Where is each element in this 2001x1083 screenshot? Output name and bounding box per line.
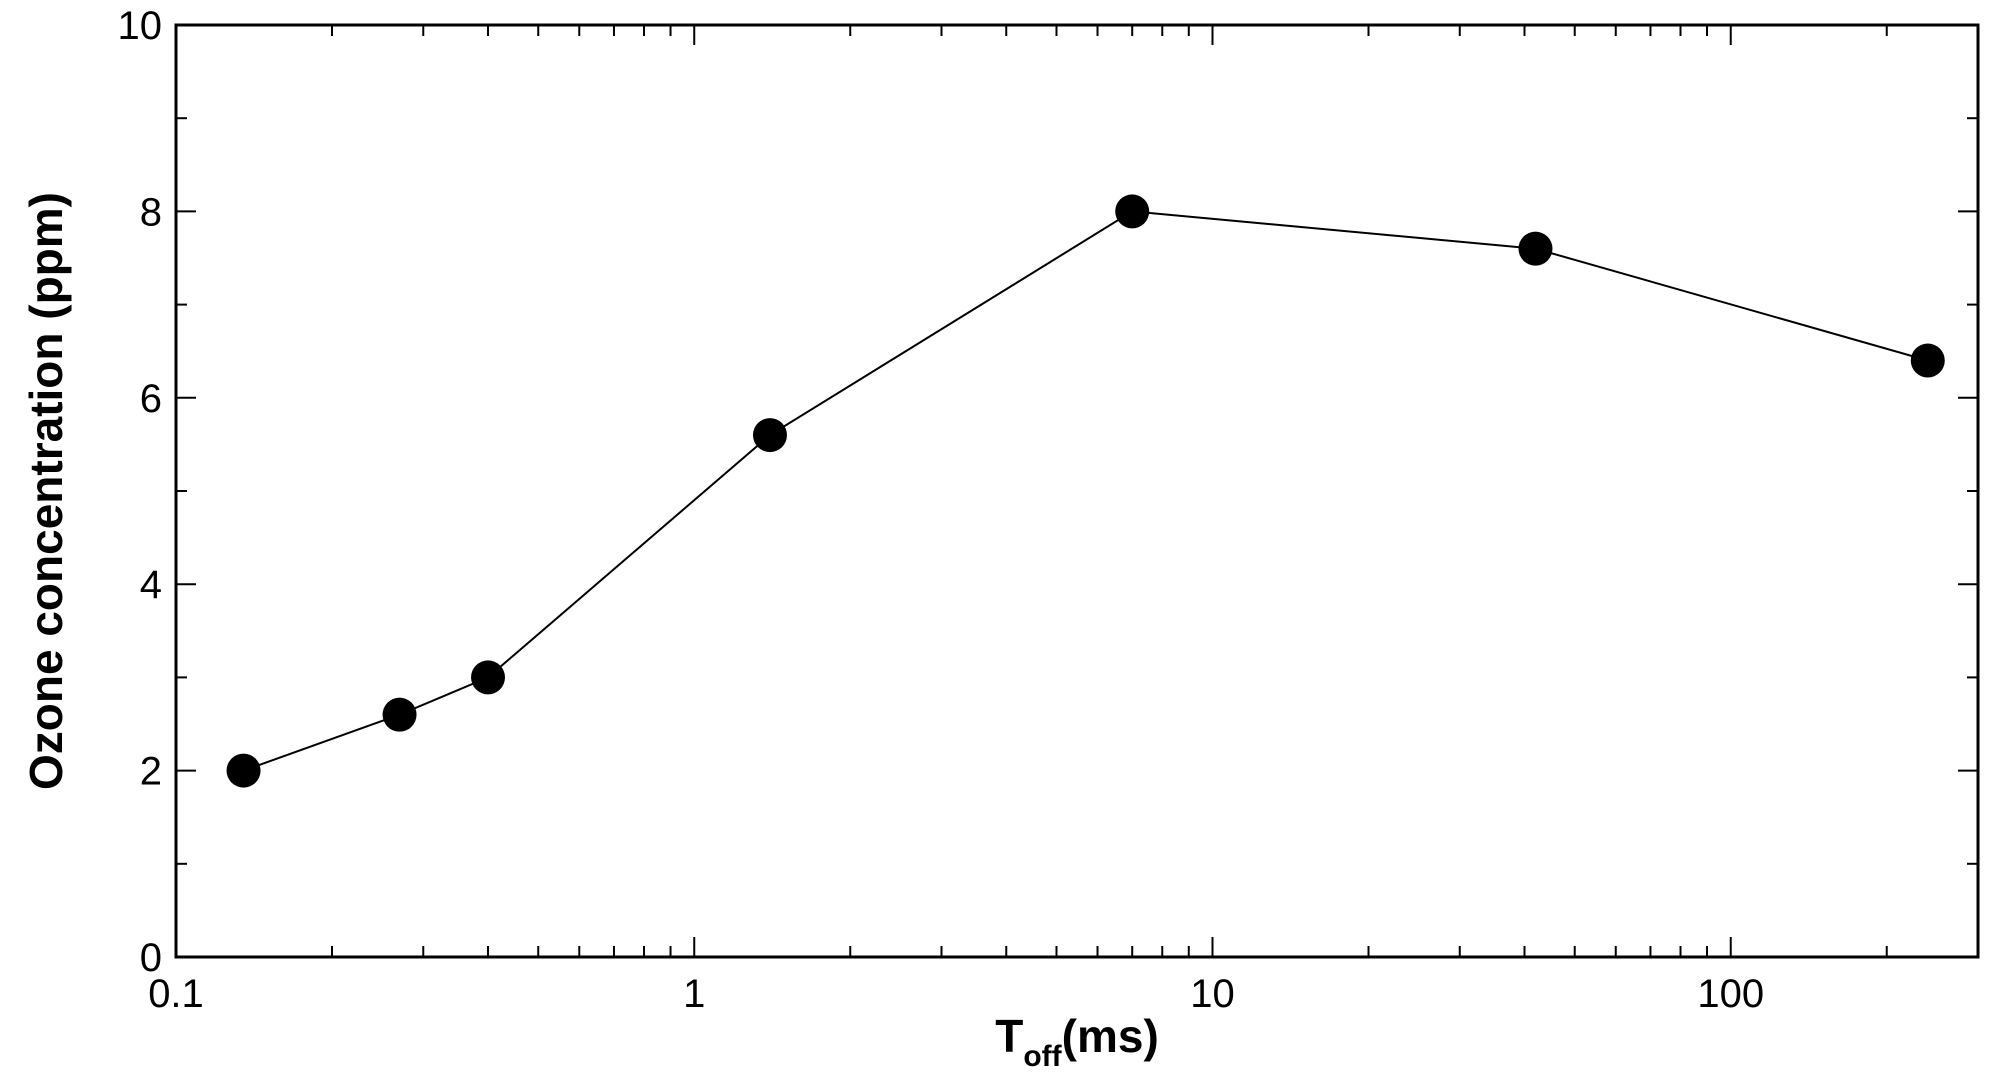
x-axis-title-subscript: off — [1023, 1040, 1062, 1073]
x-axis-title-main: T — [995, 1010, 1023, 1062]
y-tick-label: 10 — [118, 4, 163, 48]
y-tick-label: 6 — [140, 377, 162, 421]
data-point — [1910, 343, 1945, 378]
data-point — [226, 753, 261, 788]
data-point — [1518, 231, 1553, 266]
x-tick-label: 100 — [1697, 972, 1764, 1016]
data-point — [1115, 194, 1150, 229]
x-tick-label: 1 — [683, 972, 705, 1016]
y-tick-label: 2 — [140, 750, 162, 794]
data-point — [471, 660, 506, 695]
x-tick-label: 0.1 — [148, 972, 204, 1016]
y-tick-label: 0 — [140, 936, 162, 980]
y-tick-label: 8 — [140, 190, 162, 234]
axis-ticks — [175, 24, 1979, 958]
x-axis-title-suffix: (ms) — [1062, 1010, 1159, 1062]
plot-frame — [174, 23, 1980, 959]
y-axis-title: Ozone concentration (ppm) — [20, 192, 72, 790]
data-point — [752, 418, 787, 453]
data-point — [382, 697, 417, 732]
x-tick-label: 10 — [1190, 972, 1235, 1016]
data-series — [226, 194, 1945, 788]
tick-labels: 0.1 1 10 100 0 2 4 6 8 10 — [118, 4, 1765, 1016]
x-axis-title: Toff(ms) — [995, 1010, 1159, 1073]
y-tick-label: 4 — [140, 563, 162, 607]
